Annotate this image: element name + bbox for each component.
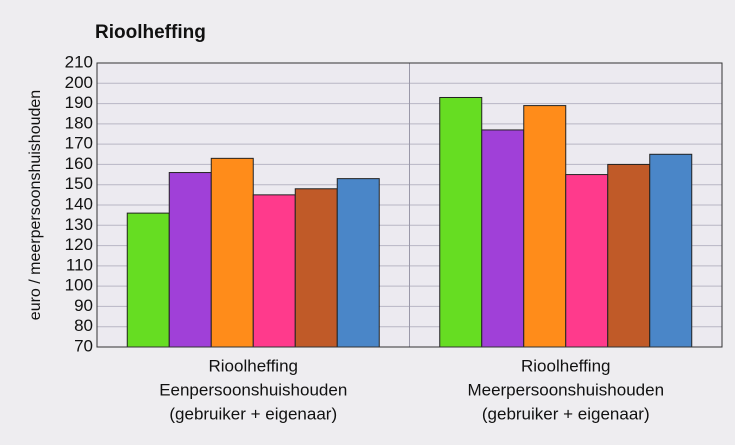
y-tick-label: 190 (65, 93, 93, 112)
y-tick-label: 80 (74, 316, 93, 335)
y-tick-label: 160 (65, 154, 93, 173)
bar (565, 174, 609, 348)
x-tick-label: Rioolheffing (209, 356, 298, 375)
bar (294, 188, 338, 348)
y-tick-label: 90 (74, 296, 93, 315)
x-tick-label: Eenpersoonshuishouden (159, 380, 347, 399)
bar (481, 129, 525, 348)
x-tick-label: Meerpersoonshuishouden (467, 380, 664, 399)
y-tick-label: 70 (74, 336, 93, 355)
y-tick-label: 170 (65, 134, 93, 153)
bar (523, 105, 567, 348)
y-tick-label: 100 (65, 276, 93, 295)
bar (607, 163, 651, 348)
y-tick-label: 110 (66, 255, 93, 274)
y-tick-label: 180 (65, 113, 93, 132)
bar (649, 153, 693, 348)
bar (126, 212, 170, 348)
y-tick-label: 140 (65, 194, 93, 213)
y-tick-label: 120 (65, 235, 93, 254)
bar (336, 178, 380, 348)
chart-title: Rioolheffing (95, 22, 206, 43)
y-tick-label: 200 (65, 73, 93, 92)
y-tick-label: 150 (65, 174, 93, 193)
x-tick-label: (gebruiker + eigenaar) (482, 404, 650, 423)
bar (210, 157, 254, 348)
plot-frame (96, 62, 723, 348)
bar (168, 172, 212, 348)
bar (252, 194, 296, 348)
y-tick-label: 210 (65, 52, 93, 71)
y-tick-label: 130 (65, 215, 93, 234)
x-tick-label: (gebruiker + eigenaar) (169, 404, 337, 423)
bar (439, 96, 483, 348)
x-tick-label: Rioolheffing (521, 356, 610, 375)
y-axis-label: euro / meerpersoonshuishouden (27, 90, 44, 320)
